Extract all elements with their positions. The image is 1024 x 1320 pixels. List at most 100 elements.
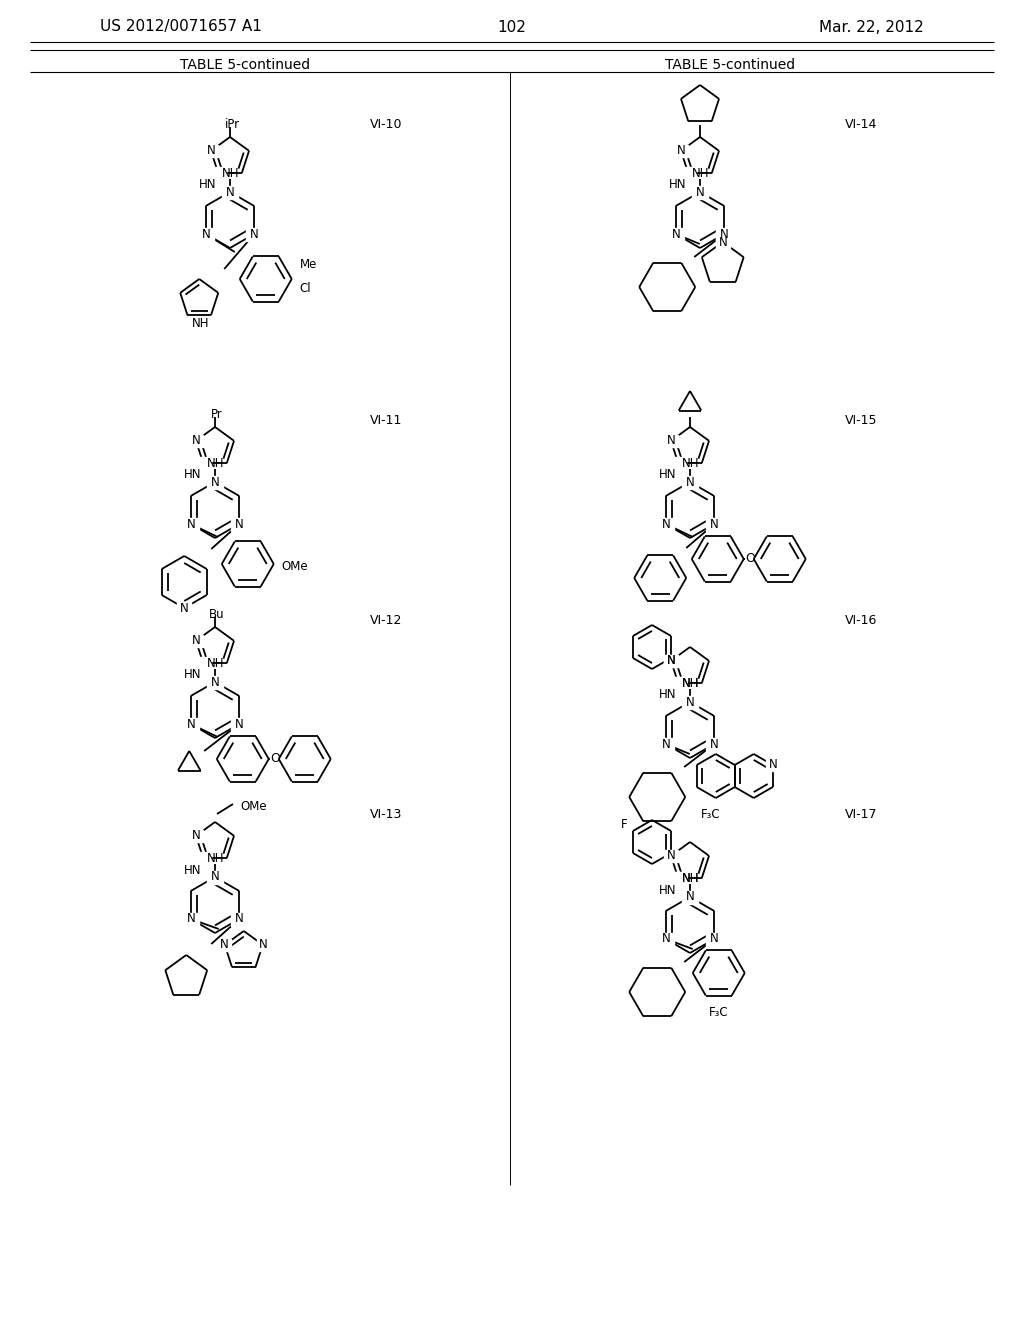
Polygon shape [657, 738, 674, 751]
Polygon shape [664, 850, 678, 862]
Polygon shape [657, 932, 674, 945]
Text: O: O [269, 752, 280, 766]
Text: N: N [258, 939, 267, 952]
Text: HN: HN [669, 178, 686, 191]
Polygon shape [671, 677, 686, 689]
Text: N: N [672, 227, 680, 240]
Polygon shape [670, 873, 687, 884]
Text: Cl: Cl [300, 282, 311, 296]
Polygon shape [246, 227, 262, 240]
Text: N: N [211, 475, 219, 488]
Text: iPr: iPr [224, 119, 240, 132]
Text: N: N [186, 517, 196, 531]
Text: N: N [186, 912, 196, 925]
Text: N: N [662, 517, 670, 531]
Polygon shape [671, 457, 686, 469]
Text: N: N [719, 235, 727, 248]
Text: OMe: OMe [282, 560, 308, 573]
Text: Me: Me [300, 259, 317, 272]
Polygon shape [657, 517, 674, 531]
Text: VI-17: VI-17 [845, 808, 878, 821]
Text: VI-10: VI-10 [370, 119, 402, 132]
Text: N: N [686, 891, 694, 903]
Text: NH: NH [207, 656, 224, 669]
Text: NH: NH [682, 871, 699, 884]
Polygon shape [707, 932, 722, 945]
Text: NH: NH [207, 457, 224, 470]
Text: NH: NH [682, 457, 699, 470]
Text: N: N [720, 227, 729, 240]
Text: N: N [234, 517, 244, 531]
Polygon shape [210, 168, 226, 180]
Text: N: N [180, 602, 188, 615]
Text: NH: NH [682, 677, 699, 689]
Text: N: N [662, 738, 670, 751]
Polygon shape [189, 635, 203, 647]
Text: VI-14: VI-14 [845, 119, 878, 132]
Polygon shape [682, 696, 698, 709]
Polygon shape [680, 168, 696, 180]
Text: OMe: OMe [240, 800, 266, 813]
Text: VI-12: VI-12 [370, 614, 402, 627]
Text: N: N [191, 434, 201, 447]
Text: HN: HN [183, 863, 201, 876]
Text: NH: NH [682, 677, 699, 689]
Text: F: F [621, 817, 628, 830]
Text: N: N [191, 635, 201, 647]
Polygon shape [682, 891, 698, 903]
Polygon shape [257, 939, 268, 950]
Text: HN: HN [658, 469, 676, 482]
Polygon shape [668, 227, 684, 240]
Polygon shape [664, 655, 678, 667]
Text: F₃C: F₃C [701, 808, 721, 821]
Polygon shape [707, 517, 722, 531]
Polygon shape [189, 434, 203, 446]
Text: N: N [662, 932, 670, 945]
Polygon shape [182, 718, 199, 730]
Polygon shape [664, 434, 678, 446]
Polygon shape [198, 227, 214, 240]
Text: NH: NH [692, 166, 710, 180]
Text: N: N [710, 738, 719, 751]
Text: Mar. 22, 2012: Mar. 22, 2012 [819, 20, 924, 34]
Text: N: N [768, 759, 777, 771]
Polygon shape [177, 602, 191, 614]
Text: N: N [225, 186, 234, 198]
Polygon shape [196, 853, 211, 865]
Text: HN: HN [658, 689, 676, 701]
Text: N: N [211, 676, 219, 689]
Polygon shape [219, 939, 230, 950]
Text: N: N [667, 655, 676, 668]
Polygon shape [231, 517, 247, 531]
Text: HN: HN [658, 883, 676, 896]
Text: O: O [744, 553, 755, 565]
Polygon shape [189, 830, 203, 842]
Polygon shape [207, 870, 223, 883]
Text: VI-13: VI-13 [370, 808, 402, 821]
Text: HN: HN [183, 469, 201, 482]
Polygon shape [231, 718, 247, 730]
Polygon shape [664, 655, 678, 667]
Text: HN: HN [183, 668, 201, 681]
Text: N: N [686, 475, 694, 488]
Polygon shape [231, 912, 247, 925]
Text: N: N [677, 144, 685, 157]
Text: N: N [234, 912, 244, 925]
Polygon shape [682, 475, 698, 488]
Polygon shape [182, 912, 199, 925]
Text: N: N [211, 870, 219, 883]
Polygon shape [204, 145, 218, 157]
Text: N: N [686, 696, 694, 709]
Text: NH: NH [682, 871, 699, 884]
Text: N: N [667, 849, 676, 862]
Text: VI-16: VI-16 [845, 614, 878, 627]
Text: HN: HN [199, 178, 216, 191]
Text: TABLE 5-continued: TABLE 5-continued [665, 58, 795, 73]
Text: N: N [220, 939, 229, 952]
Text: N: N [667, 434, 676, 447]
Text: N: N [667, 655, 676, 668]
Text: NH: NH [191, 317, 209, 330]
Polygon shape [222, 186, 238, 198]
Polygon shape [196, 657, 211, 669]
Polygon shape [716, 227, 732, 240]
